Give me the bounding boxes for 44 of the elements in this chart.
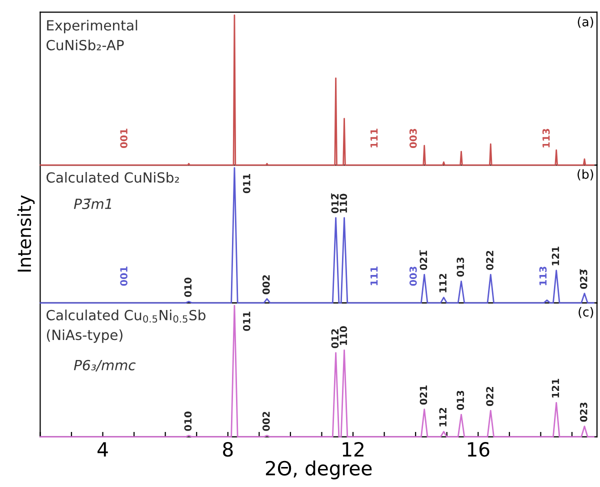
annotation: 113 <box>539 266 547 286</box>
annotation: 011 <box>242 174 250 194</box>
annotation: 021 <box>420 385 428 405</box>
annotation: 121 <box>552 378 560 398</box>
annotation: 012 <box>331 329 339 348</box>
annotation: 013 <box>456 390 464 410</box>
annotation: 013 <box>456 258 464 277</box>
annotation: 002 <box>262 412 270 431</box>
text: P6₃/mmc <box>74 360 136 372</box>
x-axis-title: 2Θ, degree <box>266 460 372 480</box>
annotation: 011 <box>242 312 250 331</box>
annotation: 001 <box>120 128 128 148</box>
x-tick-label: 4 <box>98 442 108 456</box>
annotation: 121 <box>552 246 560 266</box>
annotation: 111 <box>370 266 378 286</box>
text: Experimental CuNiSb₂-AP <box>46 20 138 50</box>
annotation: 023̅ <box>580 268 588 289</box>
annotation: 003 <box>409 128 417 148</box>
annotation: 110 <box>340 326 348 345</box>
annotation: 010 <box>184 278 192 297</box>
annotation: 003 <box>409 266 417 286</box>
chart-title: Calculated CuNiSb₂ <box>46 172 179 183</box>
annotation: 021̅ <box>420 250 428 270</box>
annotation: 022 <box>486 250 494 270</box>
annotation: 022 <box>486 386 494 406</box>
annotation: 001 <box>120 266 128 286</box>
annotation: (b) <box>578 169 594 180</box>
x-tick-label: 8 <box>223 442 233 457</box>
x-tick-label: 16 <box>468 442 490 457</box>
chart-title: Calculated Cu$_{0.5}$Ni$_{0.5}$Sb (NiAs-type) <box>46 310 206 343</box>
annotation: 111 <box>370 128 378 148</box>
annotation: 110 <box>340 194 348 213</box>
annotation: 023 <box>580 402 588 422</box>
annotation: 010 <box>184 412 192 431</box>
annotation: 113 <box>542 128 550 148</box>
x-tick-label: 12 <box>342 442 364 456</box>
annotation: 112 <box>439 408 446 426</box>
annotation: 012̅ <box>331 193 339 214</box>
y-axis-title: Intensity <box>17 195 35 272</box>
annotation: 002 <box>262 275 270 294</box>
annotation: (c) <box>578 306 594 318</box>
text: P3̄m1 <box>74 198 112 210</box>
annotation: (a) <box>578 16 594 28</box>
annotation: 112 <box>439 274 446 292</box>
